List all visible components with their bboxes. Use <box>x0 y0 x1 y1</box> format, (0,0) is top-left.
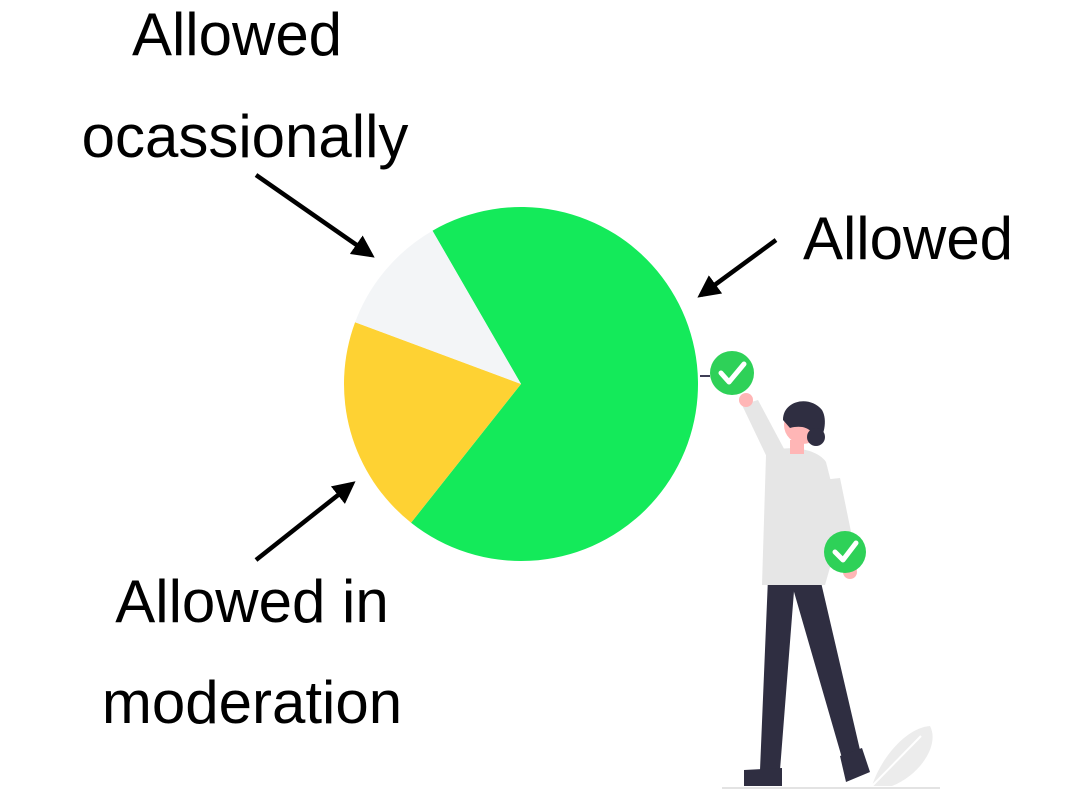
pie-slice-allowed-ocassionally <box>355 230 521 384</box>
label-allowed-ocassionally-line1: Allowed <box>132 1 342 68</box>
pie-slice-allowed-in-moderation <box>344 322 521 523</box>
check-circle-icon <box>824 531 866 573</box>
label-allowed: Allowed <box>803 205 1013 272</box>
label-allowed-in-moderation-line1: Allowed in <box>115 568 389 635</box>
pie <box>344 206 699 561</box>
person-reaching-illustration <box>722 393 940 789</box>
arrow-allowed <box>697 238 778 298</box>
check-circle-icon <box>700 351 754 395</box>
label-allowed-ocassionally-line2: ocassionally <box>82 103 409 170</box>
label-allowed-in-moderation-line2: moderation <box>102 669 402 736</box>
pie-slice-allowed <box>411 206 699 561</box>
arrow-ocassionally <box>254 173 375 258</box>
arrow-moderation <box>254 481 356 562</box>
